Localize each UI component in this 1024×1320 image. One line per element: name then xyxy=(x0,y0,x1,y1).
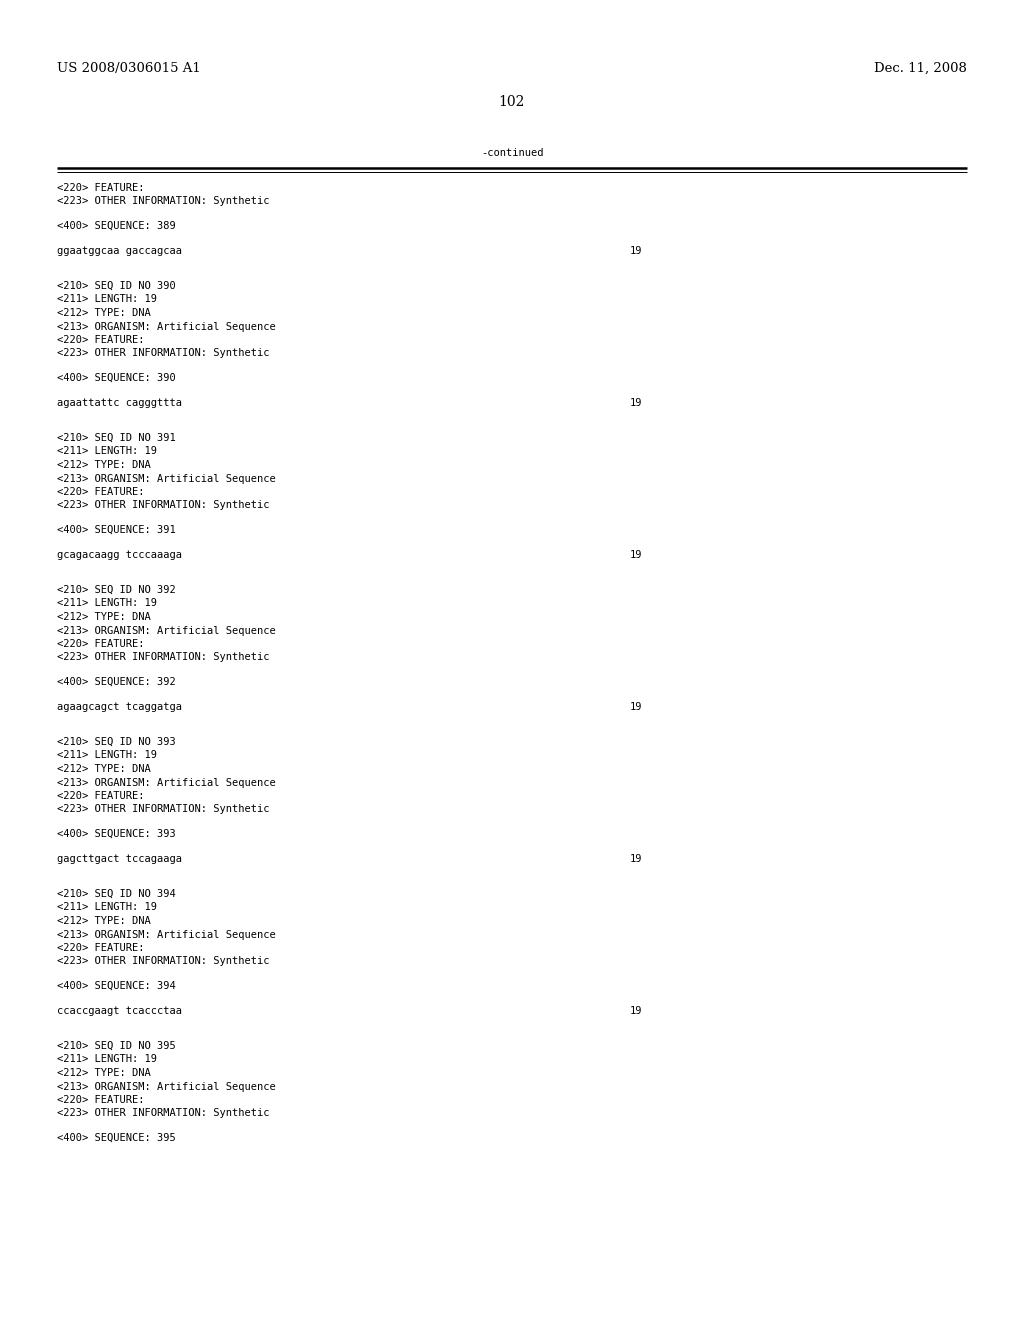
Text: US 2008/0306015 A1: US 2008/0306015 A1 xyxy=(57,62,201,75)
Text: 19: 19 xyxy=(630,246,642,256)
Text: gagcttgact tccagaaga: gagcttgact tccagaaga xyxy=(57,854,182,863)
Text: <400> SEQUENCE: 395: <400> SEQUENCE: 395 xyxy=(57,1133,176,1143)
Text: <212> TYPE: DNA: <212> TYPE: DNA xyxy=(57,459,151,470)
Text: <210> SEQ ID NO 393: <210> SEQ ID NO 393 xyxy=(57,737,176,747)
Text: <220> FEATURE:: <220> FEATURE: xyxy=(57,335,144,345)
Text: 19: 19 xyxy=(630,397,642,408)
Text: <210> SEQ ID NO 391: <210> SEQ ID NO 391 xyxy=(57,433,176,444)
Text: <211> LENGTH: 19: <211> LENGTH: 19 xyxy=(57,446,157,457)
Text: 19: 19 xyxy=(630,854,642,863)
Text: <223> OTHER INFORMATION: Synthetic: <223> OTHER INFORMATION: Synthetic xyxy=(57,348,269,359)
Text: 19: 19 xyxy=(630,549,642,560)
Text: 102: 102 xyxy=(499,95,525,110)
Text: <211> LENGTH: 19: <211> LENGTH: 19 xyxy=(57,1055,157,1064)
Text: 19: 19 xyxy=(630,701,642,711)
Text: <223> OTHER INFORMATION: Synthetic: <223> OTHER INFORMATION: Synthetic xyxy=(57,957,269,966)
Text: <210> SEQ ID NO 390: <210> SEQ ID NO 390 xyxy=(57,281,176,290)
Text: <212> TYPE: DNA: <212> TYPE: DNA xyxy=(57,1068,151,1078)
Text: <213> ORGANISM: Artificial Sequence: <213> ORGANISM: Artificial Sequence xyxy=(57,1081,275,1092)
Text: <213> ORGANISM: Artificial Sequence: <213> ORGANISM: Artificial Sequence xyxy=(57,322,275,331)
Text: <400> SEQUENCE: 390: <400> SEQUENCE: 390 xyxy=(57,374,176,383)
Text: <211> LENGTH: 19: <211> LENGTH: 19 xyxy=(57,598,157,609)
Text: <223> OTHER INFORMATION: Synthetic: <223> OTHER INFORMATION: Synthetic xyxy=(57,197,269,206)
Text: <223> OTHER INFORMATION: Synthetic: <223> OTHER INFORMATION: Synthetic xyxy=(57,652,269,663)
Text: <223> OTHER INFORMATION: Synthetic: <223> OTHER INFORMATION: Synthetic xyxy=(57,804,269,814)
Text: 19: 19 xyxy=(630,1006,642,1015)
Text: <211> LENGTH: 19: <211> LENGTH: 19 xyxy=(57,903,157,912)
Text: <400> SEQUENCE: 393: <400> SEQUENCE: 393 xyxy=(57,829,176,840)
Text: <223> OTHER INFORMATION: Synthetic: <223> OTHER INFORMATION: Synthetic xyxy=(57,500,269,511)
Text: <400> SEQUENCE: 389: <400> SEQUENCE: 389 xyxy=(57,220,176,231)
Text: <220> FEATURE:: <220> FEATURE: xyxy=(57,791,144,801)
Text: <220> FEATURE:: <220> FEATURE: xyxy=(57,639,144,649)
Text: <212> TYPE: DNA: <212> TYPE: DNA xyxy=(57,308,151,318)
Text: <220> FEATURE:: <220> FEATURE: xyxy=(57,183,144,193)
Text: <210> SEQ ID NO 395: <210> SEQ ID NO 395 xyxy=(57,1041,176,1051)
Text: <210> SEQ ID NO 392: <210> SEQ ID NO 392 xyxy=(57,585,176,595)
Text: ccaccgaagt tcaccctaa: ccaccgaagt tcaccctaa xyxy=(57,1006,182,1015)
Text: <220> FEATURE:: <220> FEATURE: xyxy=(57,487,144,498)
Text: <400> SEQUENCE: 392: <400> SEQUENCE: 392 xyxy=(57,677,176,686)
Text: <210> SEQ ID NO 394: <210> SEQ ID NO 394 xyxy=(57,888,176,899)
Text: <213> ORGANISM: Artificial Sequence: <213> ORGANISM: Artificial Sequence xyxy=(57,626,275,635)
Text: <213> ORGANISM: Artificial Sequence: <213> ORGANISM: Artificial Sequence xyxy=(57,929,275,940)
Text: <400> SEQUENCE: 391: <400> SEQUENCE: 391 xyxy=(57,525,176,535)
Text: <212> TYPE: DNA: <212> TYPE: DNA xyxy=(57,764,151,774)
Text: ggaatggcaa gaccagcaa: ggaatggcaa gaccagcaa xyxy=(57,246,182,256)
Text: <213> ORGANISM: Artificial Sequence: <213> ORGANISM: Artificial Sequence xyxy=(57,474,275,483)
Text: agaattattc cagggttta: agaattattc cagggttta xyxy=(57,397,182,408)
Text: <213> ORGANISM: Artificial Sequence: <213> ORGANISM: Artificial Sequence xyxy=(57,777,275,788)
Text: <220> FEATURE:: <220> FEATURE: xyxy=(57,1096,144,1105)
Text: <220> FEATURE:: <220> FEATURE: xyxy=(57,942,144,953)
Text: Dec. 11, 2008: Dec. 11, 2008 xyxy=(874,62,967,75)
Text: gcagacaagg tcccaaaga: gcagacaagg tcccaaaga xyxy=(57,549,182,560)
Text: <212> TYPE: DNA: <212> TYPE: DNA xyxy=(57,916,151,927)
Text: <211> LENGTH: 19: <211> LENGTH: 19 xyxy=(57,294,157,305)
Text: <211> LENGTH: 19: <211> LENGTH: 19 xyxy=(57,751,157,760)
Text: <400> SEQUENCE: 394: <400> SEQUENCE: 394 xyxy=(57,981,176,991)
Text: -continued: -continued xyxy=(480,148,544,158)
Text: <223> OTHER INFORMATION: Synthetic: <223> OTHER INFORMATION: Synthetic xyxy=(57,1109,269,1118)
Text: agaagcagct tcaggatga: agaagcagct tcaggatga xyxy=(57,701,182,711)
Text: <212> TYPE: DNA: <212> TYPE: DNA xyxy=(57,612,151,622)
